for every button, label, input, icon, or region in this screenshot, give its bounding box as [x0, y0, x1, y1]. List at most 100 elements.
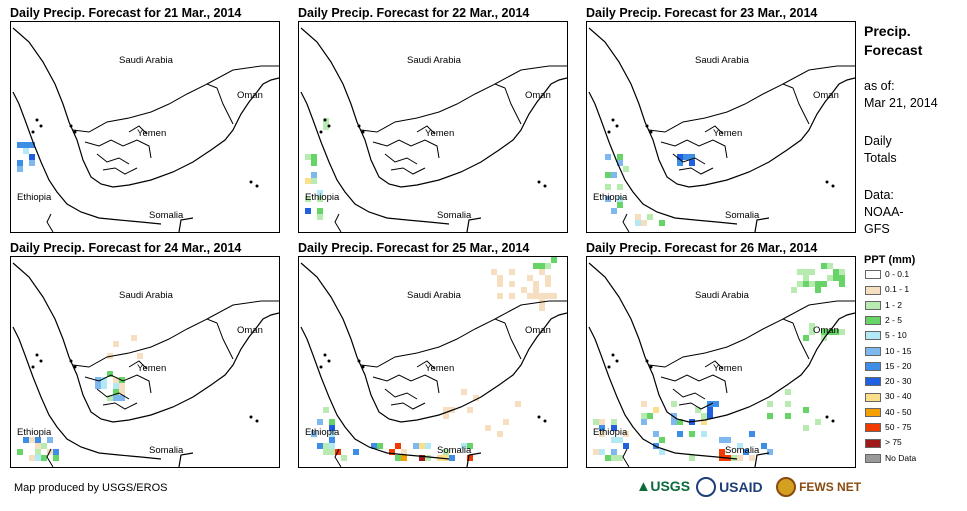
island — [357, 124, 361, 128]
legend-label: 2 - 5 — [885, 314, 903, 325]
precip-cell — [101, 383, 107, 389]
precip-cell — [341, 455, 347, 461]
precip-cell — [725, 437, 731, 443]
asof-label: as of: — [864, 79, 895, 93]
precip-cell — [329, 449, 335, 455]
coastline — [754, 217, 770, 232]
precip-cell — [767, 401, 773, 407]
precip-cell — [467, 407, 473, 413]
precip-cell — [641, 419, 647, 425]
island — [255, 184, 259, 188]
admin-border — [372, 139, 440, 159]
usgs-logo: ▲USGS — [636, 478, 691, 495]
legend-swatch — [865, 362, 881, 372]
label-oman: Oman — [237, 90, 263, 101]
label-saudi-arabia: Saudi Arabia — [119, 55, 173, 66]
precip-cell — [605, 154, 611, 160]
admin-border — [84, 139, 152, 159]
precip-cell — [473, 395, 479, 401]
forecast-panel: Daily Precip. Forecast for 26 Mar., 2014… — [586, 241, 856, 469]
island — [35, 118, 39, 122]
precip-cell — [461, 443, 467, 449]
label-ethiopia: Ethiopia — [305, 427, 340, 438]
island — [319, 130, 323, 134]
precip-cell — [545, 275, 551, 281]
label-ethiopia: Ethiopia — [593, 192, 628, 203]
coastline — [588, 91, 738, 225]
period-block: Daily Totals — [864, 133, 897, 167]
precip-cell — [323, 407, 329, 413]
admin-border — [660, 374, 728, 394]
precip-cell — [815, 281, 821, 287]
precip-cell — [533, 293, 539, 299]
legend-item: 40 - 50 — [865, 407, 911, 418]
admin-border — [678, 402, 714, 410]
precip-cell — [317, 196, 323, 202]
admin-border — [128, 360, 148, 370]
precip-cell — [635, 220, 641, 226]
admin-border — [128, 125, 148, 135]
label-saudi-arabia: Saudi Arabia — [407, 55, 461, 66]
precip-cell — [329, 431, 335, 437]
legend-swatch — [865, 285, 881, 295]
admin-border — [384, 153, 418, 165]
precip-cell — [701, 413, 707, 419]
precip-cell — [527, 275, 533, 281]
label-saudi-arabia: Saudi Arabia — [407, 290, 461, 301]
label-oman: Oman — [813, 90, 839, 101]
precip-cell — [605, 196, 611, 202]
heading-line2: Forecast — [864, 42, 923, 58]
precip-cell — [353, 449, 359, 455]
precip-cell — [803, 335, 809, 341]
admin-border — [206, 300, 279, 320]
data-source-block: Data: NOAA- GFS — [864, 187, 904, 238]
legend-swatch — [865, 453, 881, 463]
legend-label: > 75 — [885, 437, 902, 448]
asof-date: Mar 21, 2014 — [864, 96, 938, 110]
admin-border — [102, 167, 138, 175]
admin-border — [206, 65, 279, 85]
admin-border — [782, 300, 855, 320]
precip-cell — [821, 263, 827, 269]
island — [645, 359, 649, 363]
precip-cell — [509, 281, 515, 287]
legend-swatch — [865, 270, 881, 280]
panel-title: Daily Precip. Forecast for 25 Mar., 2014 — [298, 241, 530, 255]
precip-cell — [827, 263, 833, 269]
coastline — [12, 27, 279, 188]
precip-cell — [617, 160, 623, 166]
map-canvas — [588, 27, 855, 232]
precip-cell — [443, 449, 449, 455]
panel-title: Daily Precip. Forecast for 23 Mar., 2014 — [586, 6, 818, 20]
precip-cell — [839, 281, 845, 287]
island — [361, 130, 365, 134]
legend-swatch — [865, 423, 881, 433]
precip-cell — [17, 166, 23, 172]
legend-title: PPT (mm) — [864, 254, 916, 266]
precip-cell — [113, 377, 119, 383]
forecast-panel: Daily Precip. Forecast for 23 Mar., 2014… — [586, 6, 856, 234]
precip-cell — [797, 281, 803, 287]
precip-cell — [671, 413, 677, 419]
precip-cell — [809, 281, 815, 287]
fewsnet-logo: FEWS NET — [776, 477, 861, 497]
forecast-panel: Daily Precip. Forecast for 22 Mar., 2014… — [298, 6, 568, 234]
precip-cell — [611, 455, 617, 461]
precip-cell — [107, 395, 113, 401]
precip-cell — [491, 269, 497, 275]
island — [825, 415, 829, 419]
forecast-panel: Daily Precip. Forecast for 25 Mar., 2014… — [298, 241, 568, 469]
admin-border — [672, 388, 706, 400]
precip-cell — [29, 455, 35, 461]
legend-item: 10 - 15 — [865, 346, 911, 357]
coastline — [466, 217, 482, 232]
island — [319, 365, 323, 369]
precip-cell — [395, 455, 401, 461]
admin-border — [660, 139, 728, 159]
map-canvas — [300, 27, 567, 232]
admin-border — [360, 318, 506, 368]
admin-border — [96, 153, 130, 165]
label-somalia: Somalia — [725, 210, 760, 221]
precip-map: Saudi Arabia Oman Yemen Ethiopia Somalia — [298, 256, 568, 468]
legend-item: 50 - 75 — [865, 422, 911, 433]
